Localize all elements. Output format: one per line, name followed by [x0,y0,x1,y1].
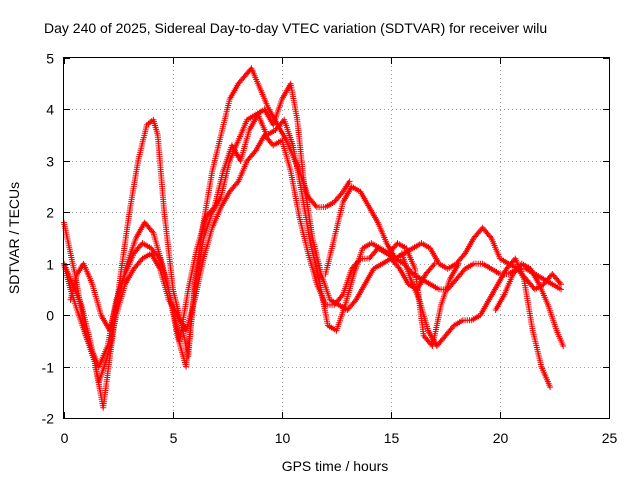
axis-ticks [64,58,610,419]
y-tick-label: 2 [46,205,54,221]
series-plus-markers [398,250,554,391]
y-tick-labels: -2 -1 0 1 2 3 4 5 [42,51,55,427]
series-plus-markers [492,260,567,349]
series-plus-markers [322,183,564,293]
y-tick-label: -1 [42,360,55,376]
x-tick-label: 20 [493,430,509,446]
y-tick-label: 5 [46,51,54,67]
y-tick-label: 1 [46,257,54,273]
y-tick-label: -2 [42,411,55,427]
x-tick-label: 0 [61,430,69,446]
y-tick-label: 4 [46,102,54,118]
series-satellite-track-5 [322,183,564,293]
x-tick-label: 5 [170,430,178,446]
series-satellite-track-6 [398,250,554,391]
plot-frame [63,57,610,419]
chart-title: Day 240 of 2025, Sidereal Day-to-day VTE… [44,20,547,36]
y-tick-label: 3 [46,154,54,170]
x-axis-title: GPS time / hours [282,458,389,474]
x-tick-label: 10 [275,430,291,446]
grid-lines [64,58,609,418]
y-axis-title: SDTVAR / TECUs [6,182,22,294]
x-tick-label: 25 [602,430,618,446]
y-tick-label: 0 [46,308,54,324]
series-satellite-track-7 [492,260,567,349]
x-tick-label: 15 [384,430,400,446]
x-tick-labels: 0 5 10 15 20 25 [61,430,618,446]
